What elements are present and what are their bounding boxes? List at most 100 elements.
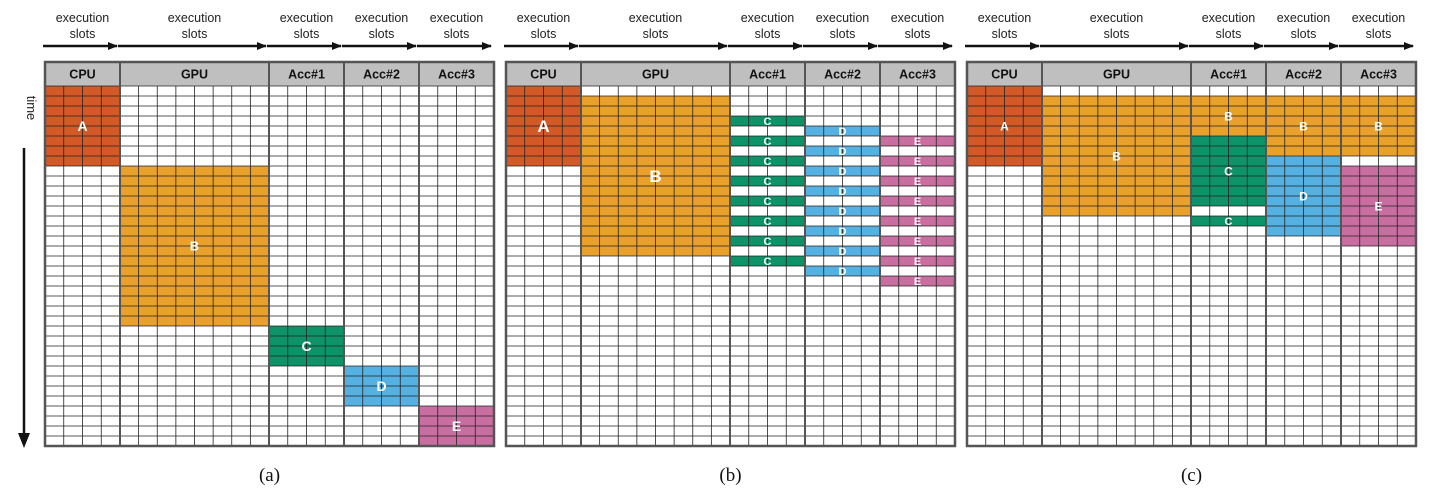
- task-label-c: C: [764, 136, 772, 148]
- task-label-d: D: [839, 206, 847, 218]
- task-label-c: C: [1225, 216, 1233, 228]
- task-label-e: E: [914, 136, 921, 148]
- slot-label-bottom: slots: [1366, 27, 1392, 41]
- unit-header-label: GPU: [181, 68, 208, 82]
- unit-header-cell: [1191, 62, 1266, 86]
- unit-header-cell: [880, 62, 955, 86]
- task-label-d: D: [839, 266, 847, 278]
- slot-label-top: execution: [1277, 11, 1331, 25]
- task-label-d: D: [839, 166, 847, 178]
- panel-a: execution slots execution slots execution slo…: [43, 11, 496, 486]
- panel-border: [504, 60, 957, 448]
- slot-label-bottom: slots: [70, 27, 96, 41]
- unit-header-label: Acc#3: [899, 68, 936, 82]
- time-axis-label: time: [24, 96, 39, 121]
- task-label-b: B: [1224, 109, 1233, 123]
- slot-label-bottom: slots: [643, 27, 669, 41]
- slot-label-top: execution: [1352, 11, 1406, 25]
- unit-header-label: Acc#3: [438, 68, 475, 82]
- task-label-e: E: [914, 236, 921, 248]
- slot-label-bottom: slots: [444, 27, 470, 41]
- slot-label-top: execution: [891, 11, 945, 25]
- slot-label-top: execution: [517, 11, 571, 25]
- unit-header-label: Acc#1: [288, 68, 325, 82]
- unit-header-label: Acc#1: [1210, 68, 1247, 82]
- task-label-c: C: [764, 116, 772, 128]
- unit-header-label: GPU: [642, 68, 669, 82]
- task-label-c: C: [764, 196, 772, 208]
- slot-label-bottom: slots: [182, 27, 208, 41]
- slot-label-bottom: slots: [1291, 27, 1317, 41]
- unit-header-cell: [506, 62, 581, 86]
- unit-header-cell: [581, 62, 730, 86]
- time-axis-arrowhead-icon: [18, 433, 30, 448]
- slot-label-top: execution: [430, 11, 484, 25]
- task-label-c: C: [764, 176, 772, 188]
- task-label-e: E: [914, 196, 921, 208]
- time-axis: time: [18, 96, 39, 448]
- slot-label-top: execution: [978, 11, 1032, 25]
- slot-label-top: execution: [1202, 11, 1256, 25]
- task-label-e: E: [452, 418, 461, 434]
- task-label-b: B: [1299, 119, 1308, 133]
- unit-header-cell: [1042, 62, 1191, 86]
- slot-label-top: execution: [355, 11, 409, 25]
- task-label-e: E: [914, 156, 921, 168]
- slot-label-bottom: slots: [755, 27, 781, 41]
- task-label-d: D: [376, 378, 386, 394]
- panel-caption: (c): [1181, 465, 1202, 486]
- task-label-e: E: [914, 256, 921, 268]
- unit-header-cell: [967, 62, 1042, 86]
- task-label-d: D: [839, 186, 847, 198]
- panel-caption: (b): [719, 465, 741, 486]
- task-label-b: B: [1112, 149, 1121, 163]
- slot-label-top: execution: [816, 11, 870, 25]
- unit-header-label: CPU: [991, 68, 1017, 82]
- task-label-a: A: [537, 117, 549, 136]
- slot-label-bottom: slots: [531, 27, 557, 41]
- slot-label-top: execution: [280, 11, 334, 25]
- slot-label-top: execution: [1090, 11, 1144, 25]
- task-label-e: E: [914, 216, 921, 228]
- task-label-c: C: [764, 216, 772, 228]
- task-label-e: E: [914, 176, 921, 188]
- slot-label-top: execution: [629, 11, 683, 25]
- task-label-d: D: [839, 226, 847, 238]
- task-label-d: D: [1299, 189, 1308, 203]
- slot-label-bottom: slots: [830, 27, 856, 41]
- task-label-c: C: [1224, 164, 1233, 178]
- slot-label-bottom: slots: [369, 27, 395, 41]
- unit-header-cell: [120, 62, 269, 86]
- unit-header-cell: [1341, 62, 1416, 86]
- unit-header-label: Acc#3: [1360, 68, 1397, 82]
- unit-header-label: CPU: [530, 68, 556, 82]
- slot-label-bottom: slots: [905, 27, 931, 41]
- unit-header-cell: [419, 62, 494, 86]
- unit-header-label: Acc#1: [749, 68, 786, 82]
- task-label-c: C: [764, 256, 772, 268]
- unit-header-cell: [730, 62, 805, 86]
- task-label-d: D: [839, 146, 847, 158]
- panel-c: execution slots execution slots execution slo…: [965, 11, 1418, 486]
- unit-header-label: CPU: [69, 68, 95, 82]
- panel-border: [965, 60, 1418, 448]
- unit-header-label: GPU: [1103, 68, 1130, 82]
- slot-label-bottom: slots: [294, 27, 320, 41]
- unit-header-label: Acc#2: [363, 68, 400, 82]
- panel-b: execution slots execution slots execution slo…: [504, 11, 957, 486]
- task-label-d: D: [839, 246, 847, 258]
- unit-header-label: Acc#2: [1285, 68, 1322, 82]
- task-label-b: B: [190, 239, 199, 254]
- task-label-d: D: [839, 126, 847, 138]
- task-label-b: B: [649, 167, 661, 186]
- unit-header-cell: [1266, 62, 1341, 86]
- unit-header-cell: [344, 62, 419, 86]
- slot-label-bottom: slots: [992, 27, 1018, 41]
- slot-label-bottom: slots: [1104, 27, 1130, 41]
- unit-header-cell: [45, 62, 120, 86]
- task-label-a: A: [77, 118, 87, 134]
- task-label-c: C: [764, 156, 772, 168]
- task-label-c: C: [764, 236, 772, 248]
- panel-border: [43, 60, 496, 448]
